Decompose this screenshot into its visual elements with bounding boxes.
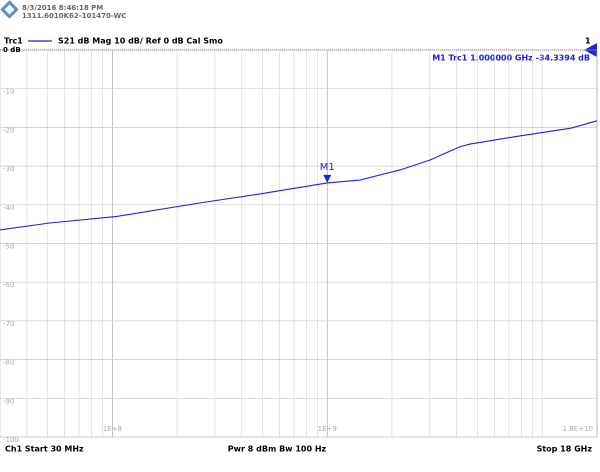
y-tick-label: 0 dB xyxy=(3,46,21,54)
y-tick-label: -60 xyxy=(3,281,14,289)
footer-stop: Stop 18 GHz xyxy=(537,445,593,454)
x-tick-label: 1E+8 xyxy=(103,425,122,433)
y-tick-label: -20 xyxy=(3,126,14,134)
footer-start: Ch1 Start 30 MHz xyxy=(5,445,84,454)
plot: 1E+8 1E+9 1.8E+10 0 dB -10 -20 -30 -40 -50 -60 -70… xyxy=(0,46,598,444)
footer-power: Pwr 8 dBm Bw 100 Hz xyxy=(228,445,327,454)
timestamp: 8/3/2016 8:46:18 PM xyxy=(22,4,103,12)
trace xyxy=(0,120,598,231)
x-tick-label: 1E+9 xyxy=(318,425,337,433)
device-id: 1311.6010K62-101470-WC xyxy=(22,12,126,20)
channel-tag: 1 xyxy=(585,37,591,46)
y-tick-label: -100 xyxy=(3,436,19,444)
trace-settings: S21 dB Mag 10 dB/ Ref 0 dB Cal Smo xyxy=(58,37,223,46)
y-tick-label: -10 xyxy=(3,88,14,96)
trace-name: Trc1 xyxy=(4,37,23,46)
y-tick-label: -50 xyxy=(3,243,14,251)
logo xyxy=(0,0,19,19)
y-tick-label: -90 xyxy=(3,397,14,405)
x-tick-label: 1.8E+10 xyxy=(563,425,593,433)
y-tick-label: -70 xyxy=(3,320,14,328)
marker xyxy=(323,174,332,183)
y-tick-label: -80 xyxy=(3,359,14,367)
y-tick-label: -40 xyxy=(3,204,14,212)
marker-readout: M1 Trc1 1.000000 GHz -34.3394 dB xyxy=(432,54,590,63)
marker-label: M1 xyxy=(320,162,335,173)
y-tick-label: -30 xyxy=(3,165,14,173)
